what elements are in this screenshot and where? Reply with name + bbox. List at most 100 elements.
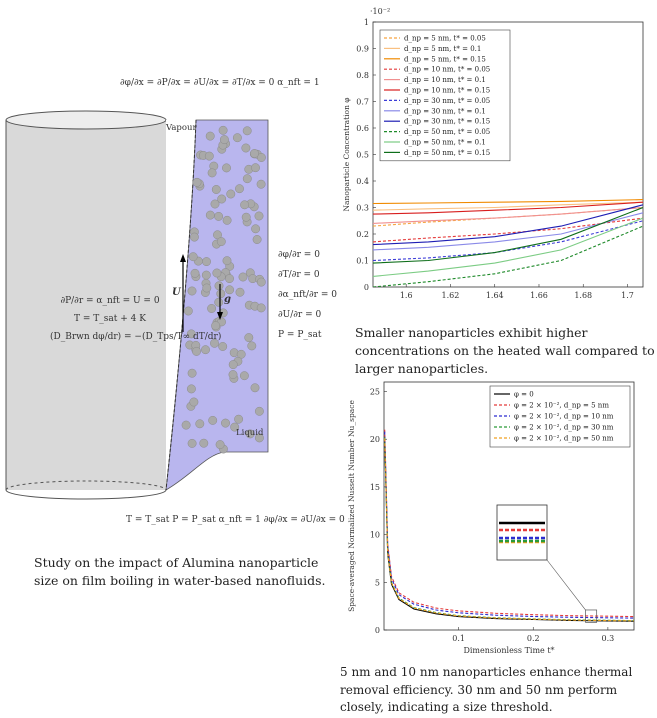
nanoparticle	[213, 230, 222, 240]
x-tick-label: 0.2	[527, 634, 540, 643]
nanoparticle	[225, 285, 235, 295]
nanoparticle	[240, 200, 250, 210]
y-tick-label: 0	[375, 626, 380, 635]
y-tick-label: 0.8	[356, 71, 369, 80]
legend-label: d_np = 30 nm, t* = 0.15	[404, 118, 490, 126]
nanoparticle	[241, 143, 251, 153]
series-line	[373, 201, 643, 215]
nanoparticle	[221, 418, 230, 428]
series-group	[373, 199, 643, 287]
nanoparticle	[242, 126, 252, 136]
legend-label: d_np = 50 nm, t* = 0.05	[404, 128, 490, 136]
y-tick-label: 1	[364, 18, 369, 27]
nanoparticle	[186, 329, 196, 339]
nanoparticle	[250, 383, 260, 393]
nanoparticle	[181, 420, 191, 430]
nanoparticle	[201, 270, 211, 280]
x-tick-label: 0.3	[602, 634, 615, 643]
nanoparticle	[199, 438, 209, 448]
nanoparticle	[222, 215, 232, 225]
nanoparticle	[235, 184, 244, 194]
x-tick-label: 1.6	[400, 291, 413, 300]
legend-label: φ = 2 × 10⁻², d_np = 50 nm	[514, 435, 614, 443]
y-axis-label: Nanoparticle Concentration φ	[342, 97, 351, 211]
concentration-chart: 0 0.1 0.2 0.3 0.4 0.5 0.6 0.7 0.8 0.9 1 1.6 1.62 1.64…	[342, 7, 644, 300]
nanoparticle	[190, 268, 200, 278]
nanoparticle	[192, 177, 202, 187]
nanoparticle	[254, 433, 264, 443]
nanoparticle	[205, 210, 215, 220]
nanoparticle	[195, 419, 205, 429]
y-tick-label: 25	[370, 388, 380, 397]
legend-box	[489, 385, 631, 448]
nanoparticle	[256, 303, 266, 313]
nanoparticle	[217, 194, 227, 204]
nanoparticle	[219, 135, 229, 145]
y-axis-label: Space-averaged Normalized Nusselt Number…	[347, 400, 356, 612]
y-tick-label: 0.4	[356, 177, 369, 186]
legend-label: φ = 0	[514, 391, 534, 399]
nanoparticle	[188, 252, 198, 262]
nanoparticle	[234, 414, 244, 424]
gravity-arrow-head	[217, 312, 223, 320]
series-line	[373, 199, 643, 205]
legend-label: d_np = 50 nm, t* = 0.1	[404, 139, 486, 147]
nanoparticle	[251, 224, 261, 234]
schematic-figure	[5, 110, 269, 500]
y-tick-label: 0.7	[356, 98, 369, 107]
x-tick-label: 1.62	[442, 291, 460, 300]
nanoparticle	[205, 131, 215, 141]
nusselt-chart: 0 5 10 15 20 25 0.1 0.2 0.3 Dimensionless Time t*…	[347, 381, 635, 655]
y-tick-label: 15	[370, 483, 380, 492]
y-tick-label: 0.3	[356, 204, 369, 213]
cylinder-wall	[6, 120, 166, 490]
nanoparticle	[202, 257, 211, 267]
series-group	[384, 429, 634, 622]
y-tick-label: 0.2	[356, 230, 369, 239]
y-tick-label: 0.6	[356, 124, 369, 133]
inset-connector	[546, 559, 586, 611]
vapour-label: Vapour	[166, 123, 197, 133]
nanoparticle	[187, 438, 197, 448]
nanoparticle	[230, 422, 240, 432]
x-axis-label: Dimensionless Time t*	[463, 646, 554, 655]
nanoparticle	[250, 149, 259, 158]
nanoparticle	[211, 321, 221, 331]
nanoparticle	[226, 189, 236, 199]
nanoparticle	[254, 406, 264, 416]
nanoparticle	[212, 268, 222, 278]
nanoparticle	[252, 235, 262, 244]
nanoparticle	[214, 281, 224, 291]
y-tick-label: 20	[370, 435, 380, 444]
concentration-caption: Smaller nanoparticles exhibit higher con…	[355, 325, 655, 376]
nanoparticle	[218, 125, 228, 135]
zoom-region	[585, 609, 598, 623]
nanoparticle	[228, 360, 238, 370]
nanoparticle	[207, 168, 217, 178]
y-tick-label: 0	[364, 283, 369, 292]
nanoparticle	[189, 397, 199, 407]
nanoparticle	[202, 283, 212, 293]
nanoparticle	[251, 163, 260, 173]
nanoparticle	[214, 211, 224, 221]
nanoparticle	[225, 274, 234, 284]
legend-label: φ = 2 × 10⁻², d_np = 30 nm	[514, 424, 614, 432]
nanoparticle	[247, 341, 257, 351]
nanoparticle	[187, 368, 197, 378]
nanoparticle	[192, 346, 201, 356]
legend-label: d_np = 10 nm, t* = 0.1	[404, 76, 486, 84]
cylinder-bottom-back	[5, 480, 167, 491]
gravity-label: g	[224, 294, 231, 305]
nanoparticle	[228, 370, 238, 380]
legend-box	[379, 29, 511, 162]
vapour-film	[166, 120, 196, 490]
x-tick-label: 0.1	[452, 634, 465, 643]
nanoparticle	[222, 163, 231, 173]
top-boundary-condition: ∂φ/∂x = ∂P/∂x = ∂U/∂x = ∂T/∂x = 0 α_nft …	[120, 78, 320, 88]
nanoparticle	[256, 153, 266, 162]
nanoparticle	[186, 384, 196, 394]
nanoparticle	[241, 212, 251, 222]
nanoparticle	[238, 272, 248, 282]
series-line	[373, 206, 643, 224]
legend-label: d_np = 10 nm, t* = 0.15	[404, 87, 490, 95]
